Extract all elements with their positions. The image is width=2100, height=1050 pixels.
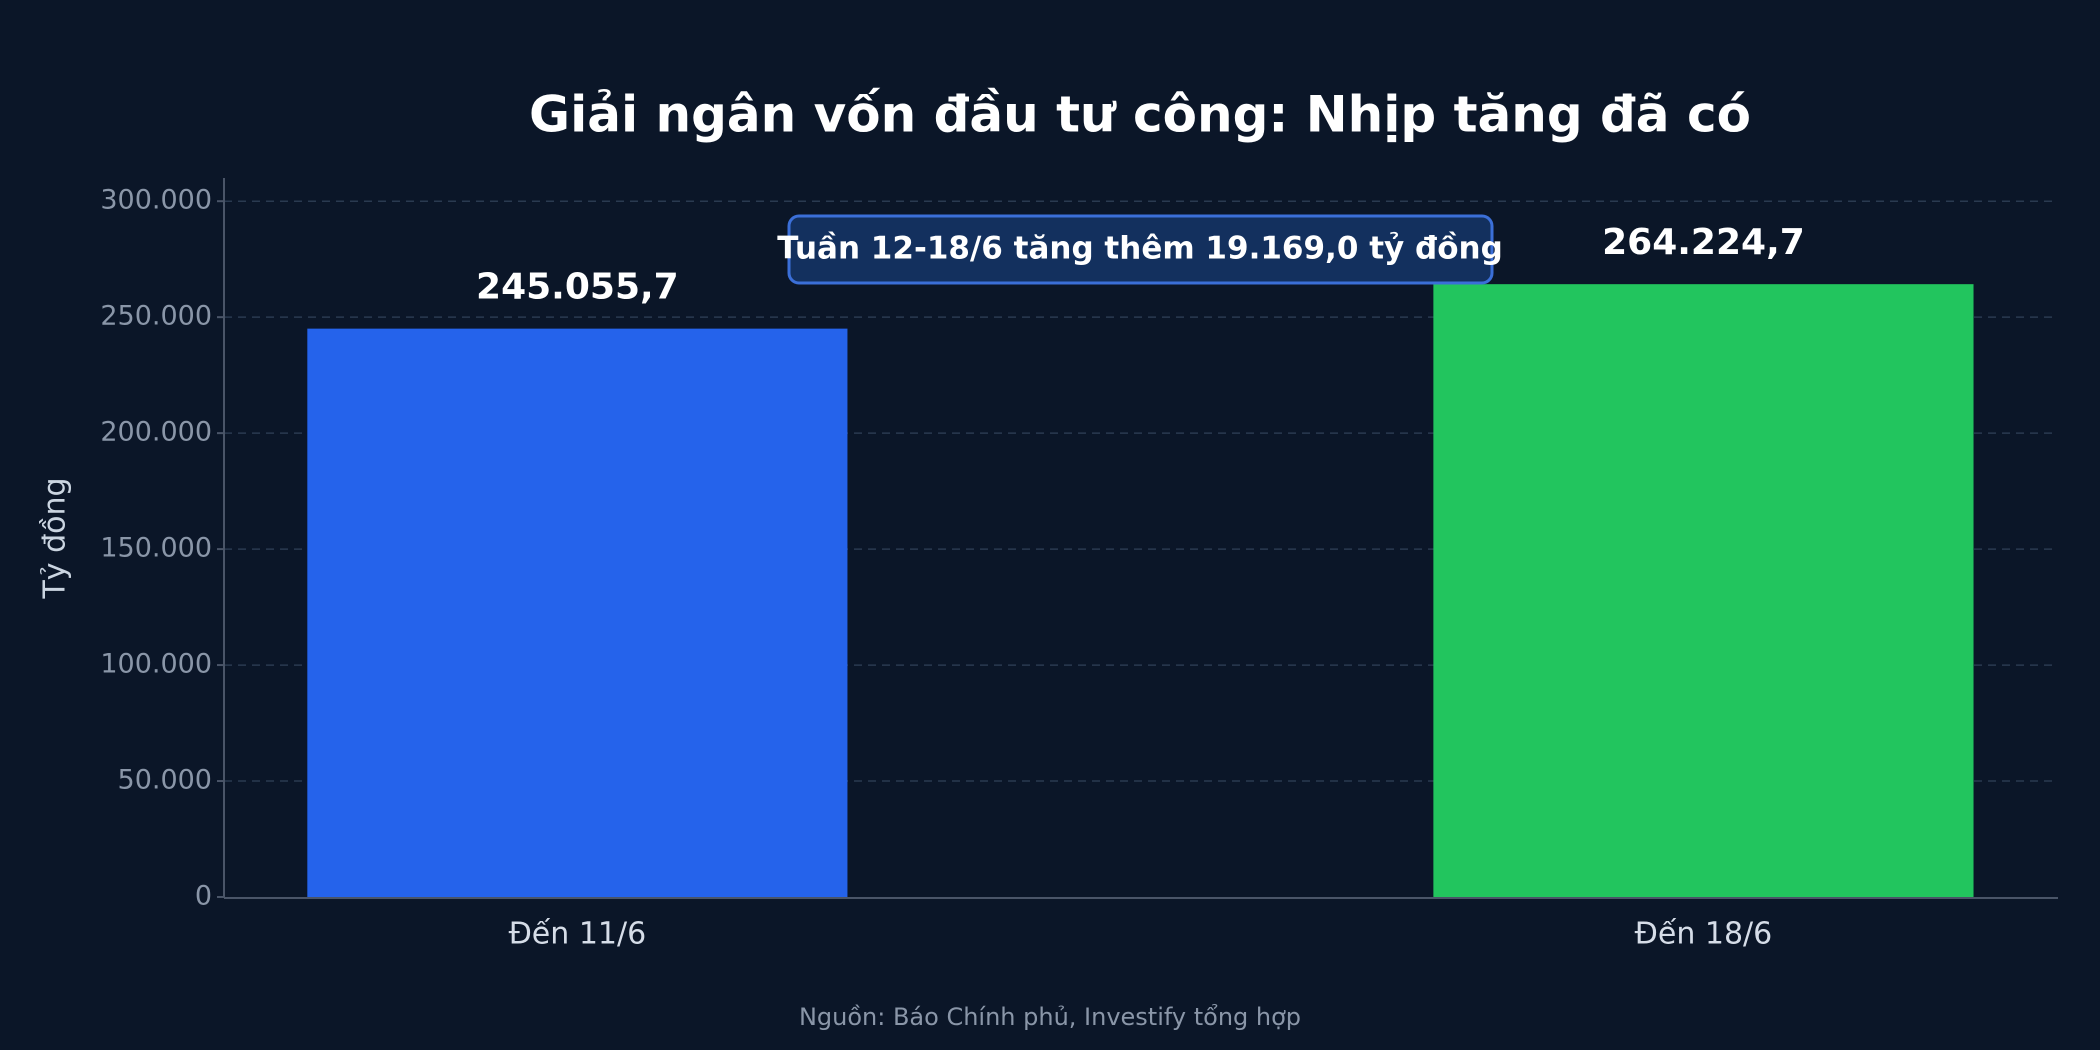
y-tick-label: 250.000 [100, 301, 212, 332]
annotation: Tuần 12-18/6 tăng thêm 19.169,0 tỷ đồng [777, 231, 1503, 267]
x-tick-label: Đến 18/6 [1635, 917, 1773, 952]
y-tick-label: 200.000 [100, 417, 212, 448]
y-tick-label: 150.000 [100, 533, 212, 564]
bar [307, 328, 848, 897]
x-tick-label: Đến 11/6 [509, 917, 647, 952]
y-tick-label: 100.000 [100, 649, 212, 680]
y-axis-label: Tỷ đồng [38, 477, 73, 599]
y-tick-label: 300.000 [100, 185, 212, 216]
plot-area: 0 50.000 100.000 150.000 200.000 250.000 300.0… [100, 185, 2055, 952]
bar [1433, 284, 1974, 897]
annotation-box [787, 214, 1494, 285]
value-label: 264.224,7 [1602, 222, 1805, 263]
source-note: Nguồn: Báo Chính phủ, Investify tổng hợp [799, 1003, 1301, 1031]
chart-title: Giải ngân vốn đầu tư công: Nhịp tăng đã … [529, 86, 1751, 144]
y-tick-label: 0 [195, 881, 212, 912]
y-tick-label: 50.000 [118, 765, 212, 796]
value-label: 245.055,7 [476, 267, 679, 308]
